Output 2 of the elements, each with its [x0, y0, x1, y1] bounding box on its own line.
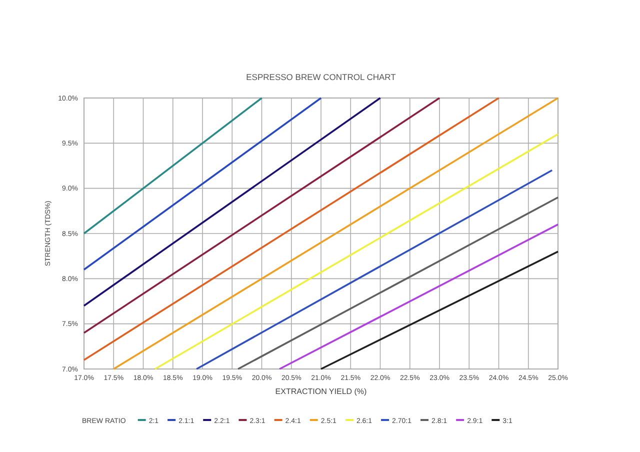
x-axis-title: EXTRACTION YIELD (%) — [275, 387, 368, 396]
chart-title: ESPRESSO BREW CONTROL CHART — [246, 72, 396, 82]
